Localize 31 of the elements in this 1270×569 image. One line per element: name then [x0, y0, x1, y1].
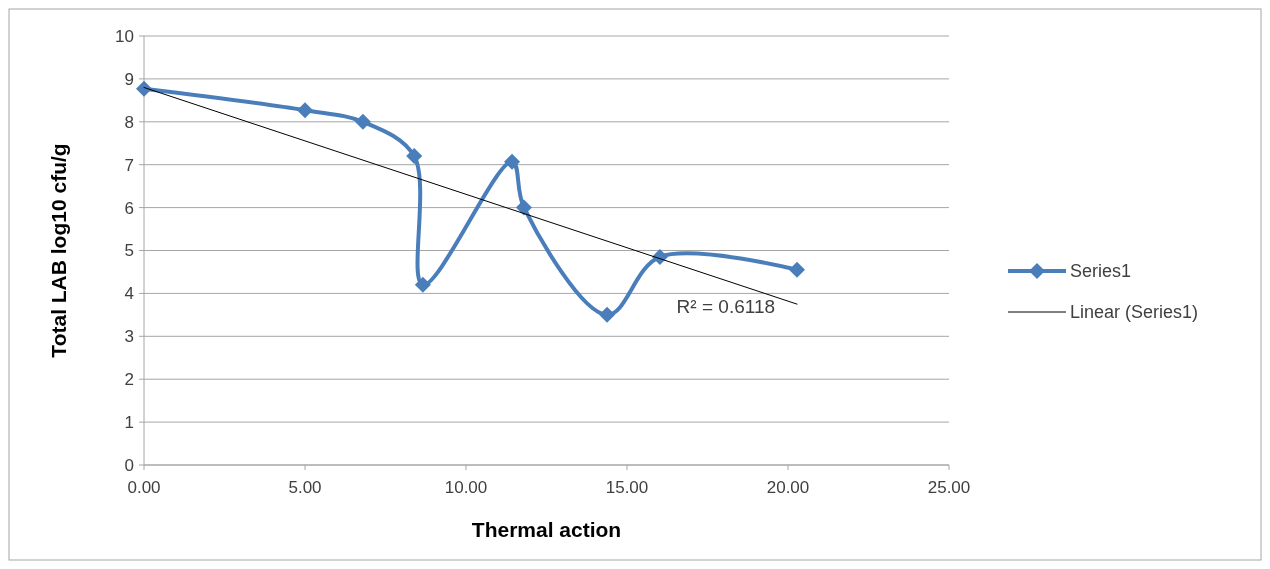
- point: [297, 102, 313, 119]
- point: [354, 113, 371, 130]
- point: [414, 276, 431, 293]
- y-tick-label: 3: [124, 327, 134, 347]
- y-tick-label: 1: [124, 413, 134, 433]
- x-tick-label: 0.00: [127, 478, 161, 497]
- y-tick-label: 9: [124, 69, 134, 89]
- point: [789, 261, 806, 278]
- annotation: R² = 0.6118: [676, 295, 776, 317]
- point: [515, 199, 532, 216]
- x-axis-title: Thermal action: [471, 518, 622, 541]
- y-tick-label: 10: [115, 26, 134, 46]
- point: [504, 153, 521, 170]
- point: [136, 80, 152, 97]
- point: [406, 148, 423, 165]
- x-tick-label: 10.00: [444, 478, 488, 497]
- y-tick-label: 6: [124, 198, 134, 218]
- y-tick-label: 8: [124, 112, 134, 132]
- x-tick-label: 20.00: [766, 478, 810, 497]
- y-axis-title: Total LAB log10 cfu/g: [47, 143, 70, 358]
- y-tick-label: 2: [124, 370, 134, 390]
- y-tick-label: 4: [124, 284, 134, 304]
- legend-label: Series1: [1070, 261, 1132, 282]
- x-tick-label: 15.00: [605, 478, 649, 497]
- x-tick-label: 25.00: [927, 478, 971, 497]
- y-tick-label: 5: [124, 241, 134, 261]
- y-tick-label: 0: [124, 455, 134, 475]
- x-tick-label: 5.00: [288, 478, 322, 497]
- point: [599, 306, 616, 323]
- y-tick-label: 7: [124, 155, 134, 175]
- legend-label: Linear (Series1): [1070, 302, 1199, 323]
